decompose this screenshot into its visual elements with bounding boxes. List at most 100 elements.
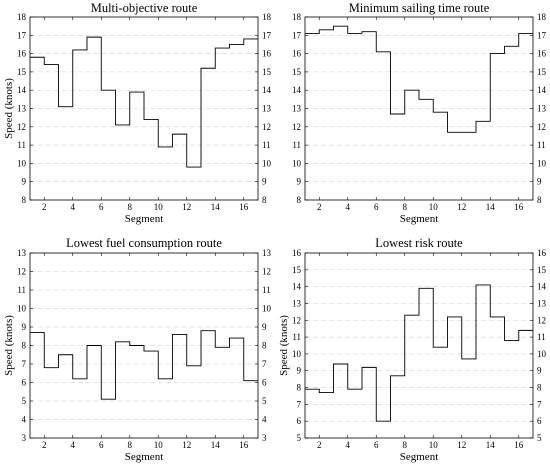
y-tick-label-left: 16	[292, 49, 302, 59]
x-tick-label: 8	[128, 202, 133, 212]
y-tick-label-left: 15	[292, 265, 302, 275]
y-tick-label-left: 18	[292, 12, 302, 22]
y-tick-label-left: 13	[17, 104, 27, 114]
series-line-1	[305, 284, 533, 422]
y-tick-label-right: 12	[537, 122, 546, 132]
chart-title: Minimum sailing time route	[349, 1, 490, 15]
y-tick-label-right: 9	[262, 322, 267, 332]
chart-title: Multi-objective route	[91, 1, 198, 15]
y-tick-label-right: 10	[537, 349, 547, 359]
y-axis-label: Speed (knots)	[278, 315, 290, 376]
y-axis-label: Speed (knots)	[3, 78, 15, 139]
y-tick-label-right: 14	[537, 85, 547, 95]
y-tick-label-left: 14	[17, 85, 27, 95]
y-tick-label-right: 10	[537, 158, 547, 168]
y-tick-label-left: 9	[297, 366, 302, 376]
y-tick-label-left: 11	[292, 140, 301, 150]
x-tick-label: 4	[346, 440, 351, 450]
x-tick-label: 14	[486, 440, 496, 450]
x-tick-label: 6	[99, 440, 104, 450]
x-tick-label: 12	[457, 202, 466, 212]
y-tick-label-left: 16	[17, 49, 27, 59]
y-tick-label-right: 9	[537, 177, 542, 187]
y-tick-label-right: 11	[262, 140, 271, 150]
x-tick-label: 10	[154, 440, 164, 450]
y-tick-label-left: 13	[292, 104, 302, 114]
x-tick-label: 8	[403, 202, 408, 212]
y-tick-label-right: 11	[262, 285, 271, 295]
y-tick-label-right: 7	[262, 359, 267, 369]
y-tick-label-right: 7	[537, 399, 542, 409]
y-tick-label-left: 14	[292, 85, 302, 95]
y-tick-label-left: 13	[292, 298, 302, 308]
y-tick-label-left: 6	[22, 378, 27, 388]
x-tick-label: 16	[239, 440, 249, 450]
y-tick-label-right: 14	[262, 85, 272, 95]
x-tick-label: 4	[71, 440, 76, 450]
x-tick-label: 10	[154, 202, 164, 212]
x-tick-label: 2	[317, 202, 322, 212]
y-tick-label-left: 10	[17, 158, 27, 168]
y-axis-label: Speed (knots)	[3, 315, 15, 376]
x-tick-label: 6	[374, 440, 379, 450]
x-tick-label: 2	[317, 440, 322, 450]
x-tick-label: 14	[486, 202, 496, 212]
y-tick-label-left: 10	[292, 158, 302, 168]
y-tick-label-left: 8	[22, 341, 27, 351]
y-tick-label-right: 5	[537, 433, 542, 443]
y-tick-label-left: 12	[292, 315, 301, 325]
y-tick-label-right: 16	[262, 49, 272, 59]
y-tick-label-right: 18	[537, 12, 547, 22]
y-tick-label-right: 10	[262, 158, 272, 168]
plot-frame	[304, 252, 534, 439]
x-tick-label: 8	[128, 440, 133, 450]
y-tick-label-right: 15	[537, 67, 547, 77]
chart-panel-2: 8 8 9 9 10 10 11 11 12 12 13 13 14 14 15 15 16 16 17 17 18 18…	[292, 1, 547, 225]
y-tick-label-right: 9	[262, 177, 267, 187]
x-tick-label: 4	[71, 202, 76, 212]
y-tick-label-left: 12	[292, 122, 301, 132]
y-tick-label-right: 18	[262, 12, 272, 22]
x-axis-label: Segment	[400, 213, 439, 225]
y-tick-label-left: 16	[292, 248, 302, 258]
y-tick-label-right: 11	[537, 140, 546, 150]
y-tick-label-right: 15	[262, 67, 272, 77]
y-tick-label-right: 6	[537, 416, 542, 426]
y-tick-label-left: 18	[17, 12, 27, 22]
y-tick-label-right: 8	[262, 341, 267, 351]
y-tick-label-right: 13	[262, 248, 272, 258]
y-tick-label-left: 8	[297, 383, 302, 393]
y-tick-label-left: 4	[22, 415, 27, 425]
y-tick-label-left: 12	[17, 267, 26, 277]
y-tick-label-right: 8	[537, 195, 542, 205]
y-tick-label-left: 9	[22, 322, 27, 332]
y-tick-label-right: 16	[537, 248, 547, 258]
y-tick-label-left: 17	[17, 30, 27, 40]
y-tick-label-left: 11	[17, 285, 26, 295]
x-tick-label: 12	[182, 202, 191, 212]
y-tick-label-left: 11	[292, 332, 301, 342]
y-tick-label-right: 16	[537, 49, 547, 59]
x-tick-label: 4	[346, 202, 351, 212]
y-tick-label-left: 7	[297, 399, 302, 409]
x-axis-label: Segment	[125, 213, 164, 225]
y-tick-label-right: 13	[262, 104, 272, 114]
y-tick-label-right: 3	[262, 433, 267, 443]
y-tick-label-right: 14	[537, 282, 547, 292]
series-line-1	[30, 36, 258, 168]
y-tick-label-left: 9	[22, 177, 27, 187]
x-axis-label: Segment	[125, 451, 164, 463]
y-tick-label-right: 5	[262, 396, 267, 406]
y-tick-label-left: 13	[17, 248, 27, 258]
y-tick-label-right: 9	[537, 366, 542, 376]
y-tick-label-left: 5	[297, 433, 302, 443]
y-tick-label-right: 13	[537, 298, 547, 308]
y-tick-label-left: 10	[292, 349, 302, 359]
x-tick-label: 16	[514, 202, 524, 212]
y-tick-label-left: 12	[17, 122, 26, 132]
y-tick-label-left: 3	[22, 433, 27, 443]
x-tick-label: 2	[42, 202, 47, 212]
y-tick-label-left: 7	[22, 359, 27, 369]
y-tick-label-right: 6	[262, 378, 267, 388]
